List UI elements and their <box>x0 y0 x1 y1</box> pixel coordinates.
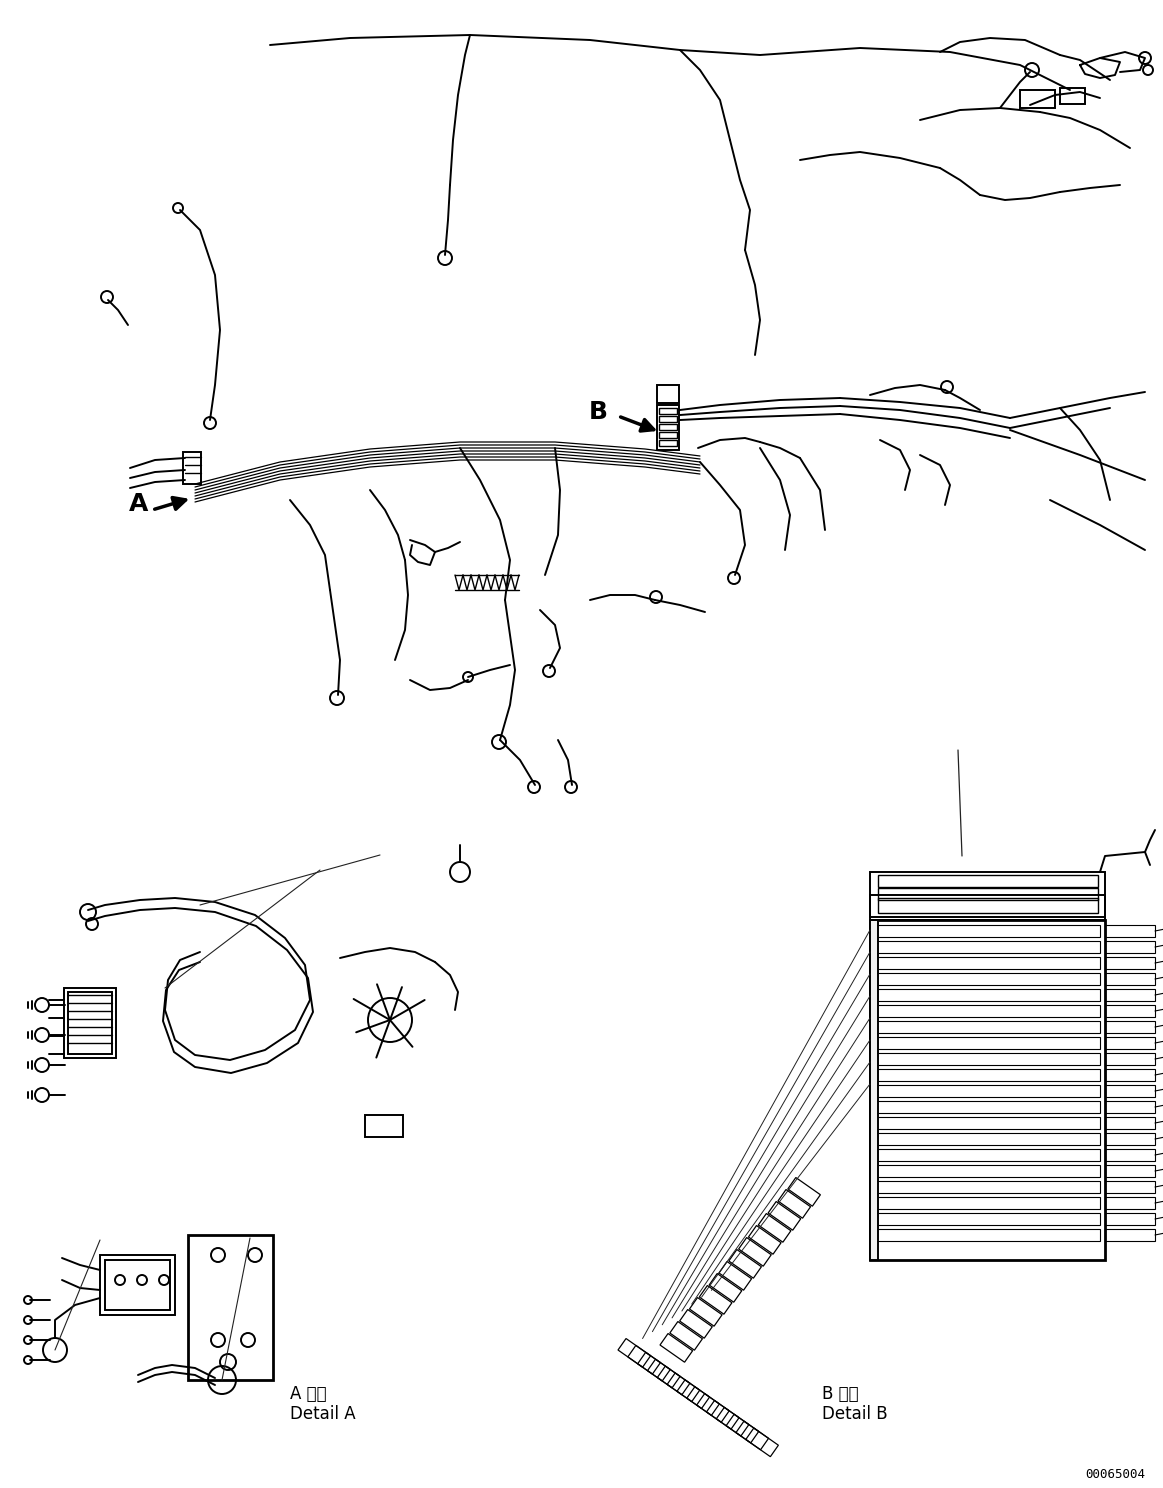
Bar <box>870 872 1105 920</box>
Bar <box>100 1254 174 1315</box>
Bar <box>188 1235 273 1379</box>
Bar <box>1105 1213 1155 1225</box>
Bar <box>659 1333 693 1362</box>
Bar <box>758 1214 791 1242</box>
Bar <box>706 1400 739 1428</box>
Bar <box>875 1117 1100 1129</box>
Bar <box>659 424 677 430</box>
Bar <box>875 1068 1100 1080</box>
Bar <box>729 1250 762 1278</box>
Bar <box>778 1189 811 1219</box>
Bar <box>716 1408 749 1436</box>
Bar <box>1105 926 1155 937</box>
Bar <box>64 988 116 1058</box>
Bar <box>1105 1149 1155 1161</box>
Bar <box>659 417 677 423</box>
Bar <box>878 897 1098 914</box>
Text: Detail B: Detail B <box>822 1405 887 1423</box>
Bar <box>875 1196 1100 1208</box>
Bar <box>1105 973 1155 985</box>
Bar <box>749 1226 782 1254</box>
Bar <box>657 405 679 449</box>
Bar <box>1105 1181 1155 1193</box>
Bar <box>657 1366 690 1394</box>
Bar <box>1105 940 1155 952</box>
Bar <box>1020 89 1055 109</box>
Bar <box>628 1345 661 1373</box>
Bar <box>697 1394 729 1423</box>
Bar <box>736 1421 769 1449</box>
Bar <box>875 990 1100 1001</box>
Bar <box>1059 88 1085 104</box>
Bar <box>739 1238 771 1266</box>
Bar <box>787 1177 820 1207</box>
Bar <box>875 940 1100 952</box>
Bar <box>1105 1068 1155 1080</box>
Text: A: A <box>129 493 148 516</box>
Bar <box>690 1298 722 1326</box>
Bar <box>668 1373 700 1402</box>
Bar <box>875 1132 1100 1144</box>
Bar <box>648 1359 680 1388</box>
Bar <box>618 1339 650 1367</box>
Bar <box>875 1004 1100 1016</box>
Bar <box>1105 1229 1155 1241</box>
Text: 00065004: 00065004 <box>1085 1469 1146 1481</box>
Bar <box>1105 1021 1155 1033</box>
Bar <box>875 1165 1100 1177</box>
Bar <box>677 1379 709 1409</box>
Bar <box>659 408 677 414</box>
Bar <box>670 1321 702 1350</box>
Bar <box>1105 1004 1155 1016</box>
Bar <box>1105 957 1155 969</box>
Bar <box>1105 1196 1155 1208</box>
Bar <box>875 1181 1100 1193</box>
Bar <box>67 992 112 1054</box>
Bar <box>768 1201 801 1231</box>
Bar <box>875 973 1100 985</box>
Bar <box>878 875 1098 887</box>
Bar <box>719 1262 751 1290</box>
Bar <box>875 1054 1100 1065</box>
Bar <box>875 1101 1100 1113</box>
Bar <box>1105 1132 1155 1144</box>
Bar <box>1105 1101 1155 1113</box>
Bar <box>659 432 677 437</box>
Bar <box>875 1213 1100 1225</box>
Bar <box>875 1037 1100 1049</box>
Bar <box>1105 1054 1155 1065</box>
Text: Detail A: Detail A <box>290 1405 356 1423</box>
Bar <box>699 1286 732 1314</box>
Bar <box>870 920 878 1260</box>
Bar <box>1105 1037 1155 1049</box>
Bar <box>870 920 1105 1260</box>
Bar <box>875 926 1100 937</box>
Bar <box>726 1414 758 1443</box>
Bar <box>679 1309 712 1338</box>
Bar <box>657 385 679 403</box>
Bar <box>875 957 1100 969</box>
Text: B: B <box>588 400 608 424</box>
Bar <box>875 1085 1100 1097</box>
Bar <box>870 894 1105 917</box>
Text: A 詳細: A 詳細 <box>290 1385 327 1403</box>
Bar <box>709 1274 742 1302</box>
Text: B 詳細: B 詳細 <box>822 1385 858 1403</box>
Bar <box>878 888 1098 900</box>
Bar <box>183 452 201 484</box>
Bar <box>637 1353 670 1381</box>
Bar <box>1105 1117 1155 1129</box>
Bar <box>105 1260 170 1309</box>
Bar <box>875 1229 1100 1241</box>
Bar <box>659 440 677 446</box>
Bar <box>875 1021 1100 1033</box>
Bar <box>687 1387 720 1415</box>
Bar <box>745 1428 778 1457</box>
Bar <box>1105 1085 1155 1097</box>
Bar <box>1105 990 1155 1001</box>
Bar <box>875 1149 1100 1161</box>
Bar <box>1105 1165 1155 1177</box>
Bar <box>365 1115 404 1137</box>
